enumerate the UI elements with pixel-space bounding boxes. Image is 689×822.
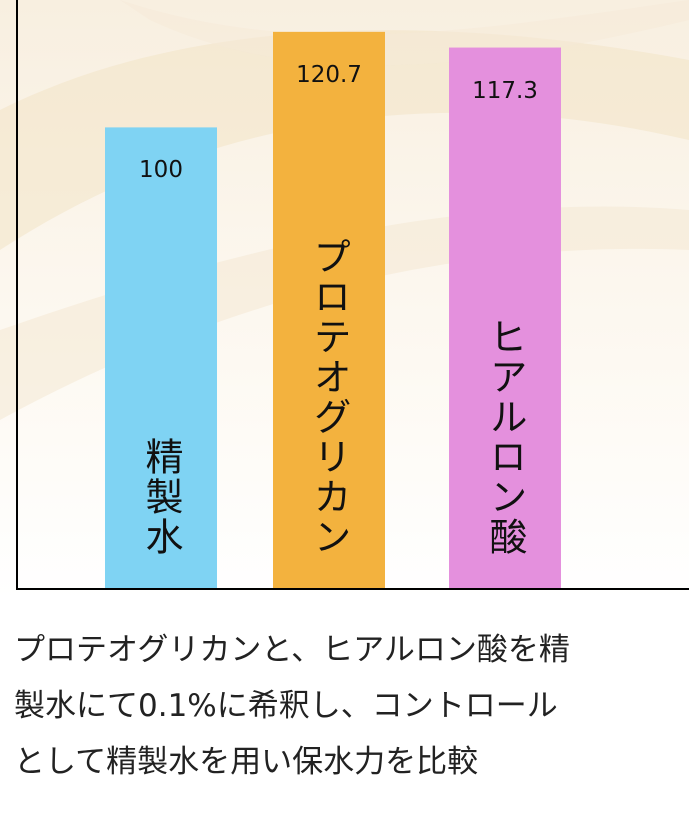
chart-area: 100 精製水 120.7 プロテオグリカン 117.3 ヒアルロン酸 bbox=[0, 0, 689, 600]
category-label-hyaluronic-acid: ヒアルロン酸 bbox=[483, 317, 527, 557]
value-label-purified-water: 100 bbox=[139, 157, 183, 184]
caption-line-1: プロテオグリカンと、ヒアルロン酸を精 bbox=[14, 632, 570, 668]
value-label-proteoglycan: 120.7 bbox=[296, 61, 362, 88]
bars-group bbox=[105, 31, 561, 590]
category-label-purified-water: 精製水 bbox=[139, 437, 183, 557]
chart-caption: プロテオグリカンと、ヒアルロン酸を精 製水にて0.1%に希釈し、コントロール と… bbox=[14, 622, 674, 790]
bar-hyaluronic-acid bbox=[449, 47, 561, 589]
chart-svg bbox=[0, 0, 689, 600]
caption-line-3: として精製水を用い保水力を比較 bbox=[14, 744, 479, 780]
bar-purified-water bbox=[105, 127, 217, 590]
category-label-proteoglycan: プロテオグリカン bbox=[307, 237, 351, 557]
caption-line-2: 製水にて0.1%に希釈し、コントロール bbox=[14, 688, 558, 724]
value-label-hyaluronic-acid: 117.3 bbox=[472, 77, 538, 104]
bar-proteoglycan bbox=[273, 31, 385, 589]
